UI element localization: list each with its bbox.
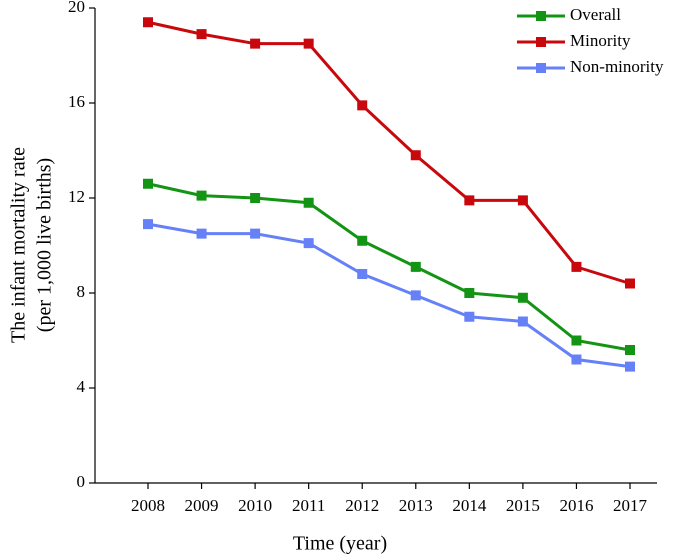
y-tick-label: 12: [68, 187, 85, 206]
y-tick-label: 0: [77, 472, 86, 491]
point: [196, 190, 207, 201]
point: [571, 261, 582, 272]
point: [464, 195, 475, 206]
point: [464, 311, 475, 322]
series-line: [147, 20, 631, 285]
series-line: [147, 222, 631, 369]
point: [143, 17, 153, 28]
legend-label: Minority: [570, 31, 631, 50]
point: [517, 316, 528, 327]
x-tick-label: 2012: [345, 496, 379, 515]
point: [571, 354, 582, 365]
y-tick-label: 4: [77, 377, 86, 396]
point: [196, 29, 207, 40]
point: [357, 235, 368, 246]
point: [357, 100, 368, 111]
point: [571, 335, 582, 346]
point: [625, 345, 635, 355]
point: [625, 278, 635, 289]
x-tick-label: 2017: [613, 496, 648, 515]
y-axis-label: (per 1,000 live births): [34, 158, 56, 332]
series-line: [147, 182, 631, 352]
legend-label: Non-minority: [570, 57, 664, 76]
point: [250, 38, 261, 49]
point: [357, 269, 368, 279]
point: [625, 361, 635, 372]
point: [303, 38, 314, 49]
x-tick-label: 2013: [399, 496, 433, 515]
legend-label: Overall: [570, 5, 621, 24]
y-tick-label: 16: [68, 92, 85, 111]
x-tick-label: 2015: [506, 496, 540, 515]
point: [250, 193, 261, 203]
point: [410, 261, 421, 272]
point: [410, 290, 421, 301]
point: [303, 197, 314, 208]
x-axis-label: Time (year): [293, 533, 387, 555]
x-tick-label: 2009: [185, 496, 219, 515]
x-tick-label: 2008: [131, 496, 165, 515]
x-tick-label: 2010: [238, 496, 272, 515]
legend-marker: [536, 37, 546, 47]
x-tick-label: 2014: [452, 496, 487, 515]
point: [196, 228, 207, 239]
y-tick-label: 20: [68, 0, 85, 16]
point: [464, 288, 475, 298]
legend-marker: [536, 63, 546, 73]
point: [517, 292, 528, 303]
x-tick-label: 2011: [292, 496, 325, 515]
point: [410, 150, 421, 161]
x-tick-label: 2016: [559, 496, 593, 515]
point: [143, 178, 153, 189]
point: [143, 219, 153, 230]
point: [250, 228, 261, 239]
legend-marker: [536, 11, 546, 21]
y-tick-label: 8: [77, 282, 86, 301]
point: [303, 238, 314, 249]
y-axis-label: The infant mortality rate: [8, 147, 30, 343]
point: [517, 195, 528, 206]
